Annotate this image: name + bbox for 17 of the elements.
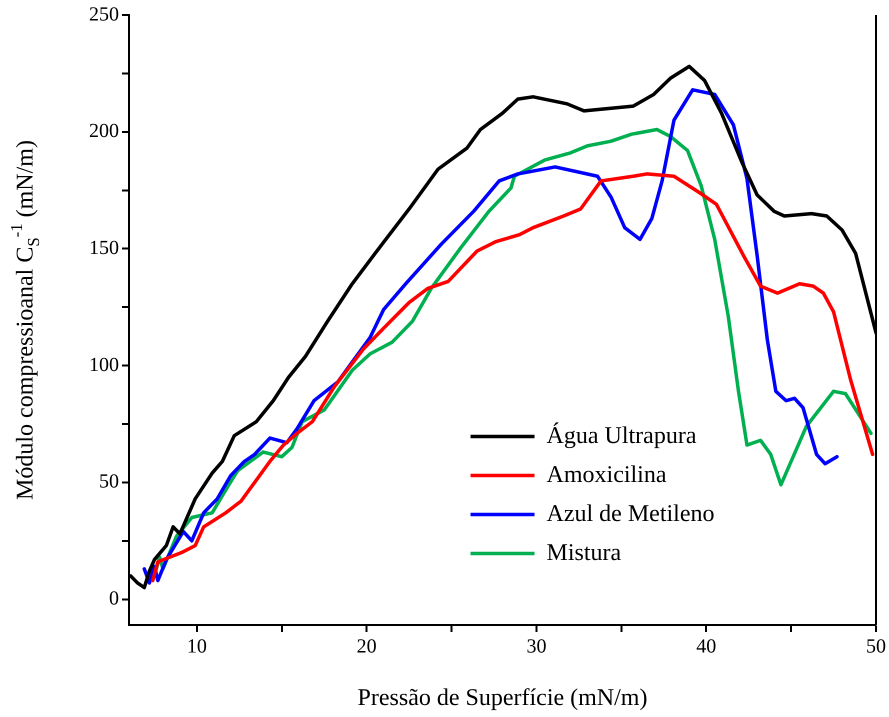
legend-label: Amoxicilina: [546, 462, 667, 488]
x-tick-label: 20: [356, 635, 377, 658]
x-axis-title: Pressão de Superfície (mN/m): [358, 684, 648, 711]
legend-label: Água Ultrapura: [546, 422, 697, 449]
y-tick-label: 50: [99, 470, 119, 493]
x-tick-label: 40: [696, 635, 716, 658]
x-tick-label: 10: [186, 635, 207, 658]
legend-label: Mistura: [546, 540, 622, 566]
y-tick-label: 0: [109, 588, 119, 610]
y-axis-title: Módulo compressioanal CS-1 (mN/m): [7, 140, 43, 500]
y-tick-label: 150: [89, 236, 119, 259]
y-tick-label: 200: [89, 120, 119, 142]
x-tick-label: 50: [866, 635, 886, 658]
y-tick-label: 250: [89, 3, 119, 26]
legend-label: Azul de Metileno: [546, 500, 714, 527]
y-tick-label: 100: [89, 354, 119, 376]
x-tick-label: 30: [526, 635, 546, 658]
